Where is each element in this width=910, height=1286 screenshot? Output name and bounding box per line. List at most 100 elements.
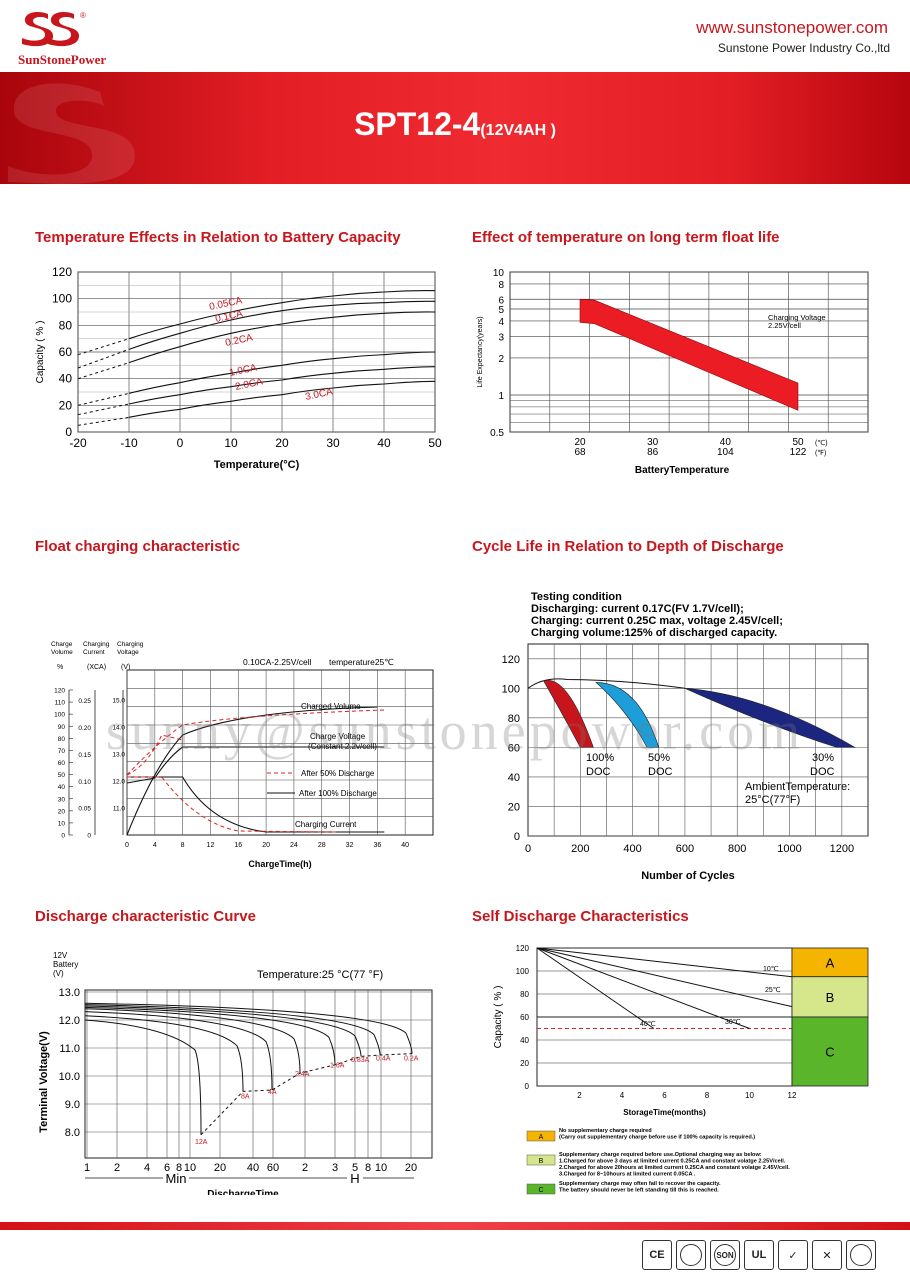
website-url[interactable]: www.sunstonepower.com <box>696 18 888 37</box>
axis-unit: (V) <box>121 664 130 671</box>
legend-text: (Carry out supplementary charge before u… <box>559 1135 755 1141</box>
legend-key: C <box>538 1187 543 1194</box>
h-label: H <box>350 1171 359 1186</box>
envelope-curve <box>527 678 685 689</box>
x-tick-label: 20 <box>405 1162 417 1174</box>
current-tick: 0.15 <box>78 752 91 759</box>
series-line <box>536 947 655 1029</box>
ambient-2: 25°C(77°F) <box>745 794 800 806</box>
x-tick-label: 5 <box>352 1162 358 1174</box>
x-tick-label: 12 <box>207 842 215 849</box>
x-tick-label: 2 <box>302 1162 308 1174</box>
title-float-life: Effect of temperature on long term float… <box>472 229 780 246</box>
title-cycle-life: Cycle Life in Relation to Depth of Disch… <box>472 538 784 555</box>
discharge-curve <box>84 1008 301 1074</box>
volume-tick: 90 <box>58 724 66 731</box>
x-tick-label: 800 <box>728 843 746 855</box>
testing-title: Testing condition <box>531 591 622 603</box>
ambient-1: AmbientTemperature: <box>745 781 850 793</box>
x-tick-label: 0 <box>125 842 129 849</box>
y-tick-label: 8 <box>498 280 504 291</box>
current-tick: 0.25 <box>78 698 91 705</box>
x-tick-c: 20 <box>574 437 586 448</box>
y-tick-label: 10 <box>493 268 505 279</box>
series-label: 30℃ <box>725 1019 741 1026</box>
x-tick-label: 16 <box>234 842 242 849</box>
label-charge-voltage-1: Charge Voltage <box>310 732 366 741</box>
x-tick-label: 1000 <box>777 843 801 855</box>
current-tick: 0.20 <box>78 725 91 732</box>
title-banner: SPT12-4(12V4AH ) <box>0 72 910 184</box>
discharge-curve <box>84 1011 273 1091</box>
y-unit: 12V <box>53 951 68 960</box>
y-tick-label: 20 <box>59 398 73 412</box>
title-self-discharge: Self Discharge Characteristics <box>472 908 689 925</box>
legend-text: 2.Charged for above 20hours at limited c… <box>559 1165 790 1171</box>
current-tick: 0 <box>87 833 91 840</box>
rate-label: 0.4A <box>376 1056 391 1063</box>
x-tick-label: 4 <box>144 1162 150 1174</box>
rate-label: 12A <box>195 1139 208 1146</box>
doc-band <box>543 679 594 748</box>
iso-mark-icon <box>846 1240 876 1270</box>
series-line <box>536 947 793 1008</box>
rate-label: 8A <box>241 1093 250 1100</box>
label-charging-current: Charging Current <box>295 820 357 829</box>
plot-frame <box>84 989 433 1159</box>
volume-tick: 20 <box>58 808 66 815</box>
axis-unit: (XCA) <box>87 664 106 671</box>
y-tick-label: 60 <box>520 1013 529 1022</box>
x-axis-label: ChargeTime(h) <box>248 859 311 869</box>
y-tick-label: 120 <box>52 265 72 279</box>
self-discharge-chart: 0 20 40 60 80 100 120 2 4 6 8 10 12 10℃ 25℃ 30℃ 40℃ A B C St… <box>493 944 869 1195</box>
x-tick-label: 20 <box>214 1162 226 1174</box>
float-charging-chart: ChargeVolume%ChargingCurrent(XCA)Chargin… <box>51 641 434 869</box>
series-line <box>128 351 436 394</box>
voltage-tick: 15.0 <box>112 698 125 705</box>
temp-capacity-chart: -20 -10 0 10 20 30 40 500204060801001200.05CA0.… <box>35 265 442 471</box>
label-charged-volume: Charged Volume <box>301 702 361 711</box>
label-50-1: 50% <box>648 752 670 764</box>
y-tick-label: 12.0 <box>59 1015 80 1027</box>
model-number: SPT12-4 <box>354 106 481 142</box>
rate-label: 0.83A <box>351 1057 370 1064</box>
voltage-tick: 13.0 <box>112 752 125 759</box>
charge-voltage-solid <box>126 746 385 784</box>
y-tick-label: 1 <box>498 391 504 402</box>
x-axis-label: Temperature(°C) <box>214 459 300 471</box>
y-tick-label: 4 <box>498 317 504 328</box>
series-dash <box>77 403 130 416</box>
y-axis-label: Terminal Voltage(V) <box>38 1031 50 1133</box>
check-shield-icon: ✓ <box>778 1240 808 1270</box>
rate-label: 4A <box>268 1089 277 1096</box>
y-tick-label: 100 <box>516 967 530 976</box>
zone-label: C <box>825 1045 834 1060</box>
series-line <box>128 300 436 350</box>
voltage-tick: 14.0 <box>112 725 125 732</box>
volume-tick: 100 <box>54 712 65 719</box>
charged-volume-solid <box>126 706 378 836</box>
series-label: 0.2CA <box>224 332 254 349</box>
volume-tick: 70 <box>58 748 66 755</box>
series-dash <box>77 338 130 356</box>
model-title: SPT12-4(12V4AH ) <box>0 106 910 143</box>
series-label: 3.0CA <box>304 386 334 403</box>
y-tick-label: 100 <box>52 292 72 306</box>
voltage-tick: 12.0 <box>112 779 125 786</box>
plot-frame <box>126 669 434 836</box>
company-name: Sunstone Power Industry Co.,ltd <box>717 41 890 55</box>
discharge-curve <box>84 1015 244 1092</box>
axis-title-line-2: Volume <box>51 649 73 656</box>
ce-mark-icon: CE <box>642 1240 672 1270</box>
volume-tick: 30 <box>58 796 66 803</box>
y-axis-label: Life Expectancy(years) <box>477 316 484 387</box>
y-tick-label: 13.0 <box>59 987 80 999</box>
x-tick-label: 28 <box>318 842 326 849</box>
x-tick-label: 12 <box>788 1091 797 1100</box>
x-tick-f: 86 <box>647 447 659 458</box>
x-axis-label: StorageTime(months) <box>623 1108 706 1117</box>
label-30-2: DOC <box>810 766 835 778</box>
charging-current-solid <box>127 776 385 833</box>
legend-swatch-A <box>526 1130 556 1142</box>
volume-tick: 120 <box>54 688 65 695</box>
